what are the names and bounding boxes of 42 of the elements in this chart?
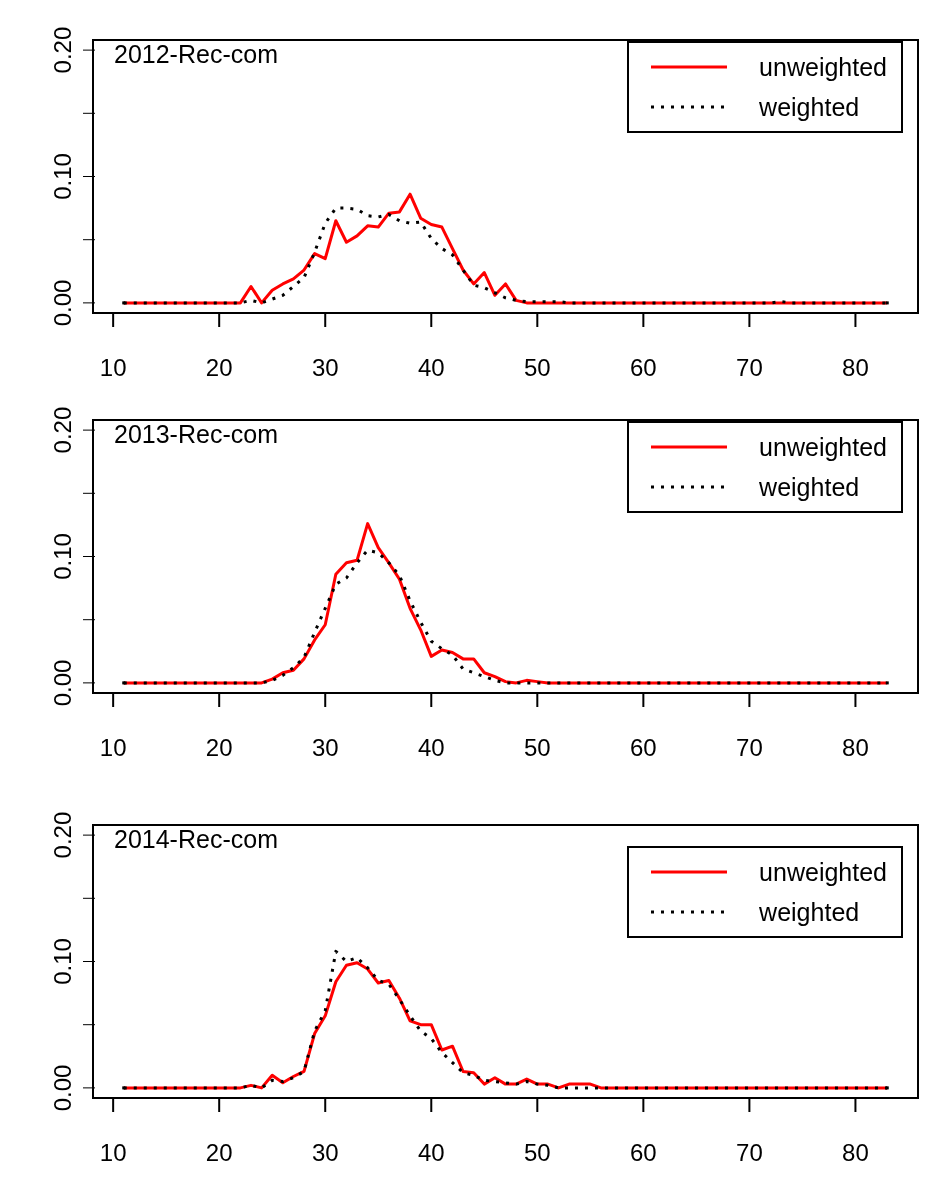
x-tick-label: 80: [842, 354, 869, 382]
legend-label: unweighted: [759, 857, 887, 888]
x-tick-label: 20: [205, 1139, 233, 1167]
legend-label: unweighted: [759, 52, 887, 83]
x-tick-label: 10: [99, 354, 127, 382]
legend-label: weighted: [759, 472, 860, 503]
y-tick-label: 0.10: [49, 533, 76, 580]
legend-label: weighted: [759, 897, 860, 928]
x-tick-label: 30: [311, 1139, 339, 1167]
x-tick-label: 70: [736, 354, 763, 382]
x-tick-label: 10: [99, 1139, 127, 1167]
legend-label: weighted: [759, 92, 860, 123]
y-tick-label: 0.10: [49, 153, 76, 200]
x-tick-label: 50: [523, 354, 551, 382]
y-tick-label: 0.20: [49, 26, 76, 74]
y-tick-label: 0.20: [49, 406, 76, 454]
chart-title: 2014-Rec-com: [114, 825, 278, 854]
x-tick-label: 70: [736, 1139, 763, 1167]
y-tick-label: 0.20: [49, 811, 76, 859]
x-tick-label: 80: [842, 1139, 869, 1167]
x-tick-label: 30: [311, 734, 339, 762]
x-tick-label: 30: [311, 354, 339, 382]
x-tick-label: 10: [99, 734, 127, 762]
y-tick-label: 0.00: [49, 279, 76, 327]
x-tick-label: 50: [523, 734, 551, 762]
x-tick-label: 50: [523, 1139, 551, 1167]
legend-label: unweighted: [759, 432, 887, 463]
x-tick-label: 20: [205, 354, 233, 382]
x-tick-label: 70: [736, 734, 763, 762]
x-tick-label: 80: [842, 734, 869, 762]
x-tick-label: 60: [630, 354, 657, 382]
x-tick-label: 20: [205, 734, 233, 762]
x-tick-label: 60: [630, 1139, 657, 1167]
x-tick-label: 40: [417, 1139, 445, 1167]
x-tick-label: 60: [630, 734, 657, 762]
y-tick-label: 0.10: [49, 938, 76, 985]
x-tick-label: 40: [417, 734, 445, 762]
chart-title: 2013-Rec-com: [114, 420, 278, 449]
y-tick-label: 0.00: [49, 659, 76, 707]
x-tick-label: 40: [417, 354, 445, 382]
y-tick-label: 0.00: [49, 1064, 76, 1112]
chart-title: 2012-Rec-com: [114, 40, 278, 69]
